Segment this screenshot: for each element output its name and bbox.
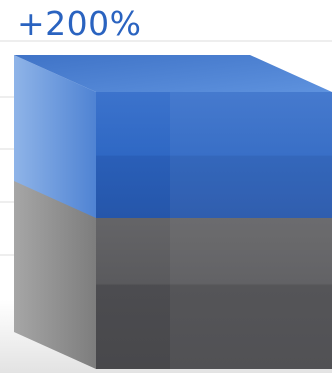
- blue-bar-highlight: [170, 92, 332, 218]
- blue-bar-top: [14, 55, 332, 92]
- blue-bar-front: [96, 92, 332, 218]
- blue-bar-side: [14, 55, 96, 218]
- blue-bar: [14, 55, 332, 218]
- change-label: +200%: [17, 4, 142, 43]
- bars: [14, 55, 332, 369]
